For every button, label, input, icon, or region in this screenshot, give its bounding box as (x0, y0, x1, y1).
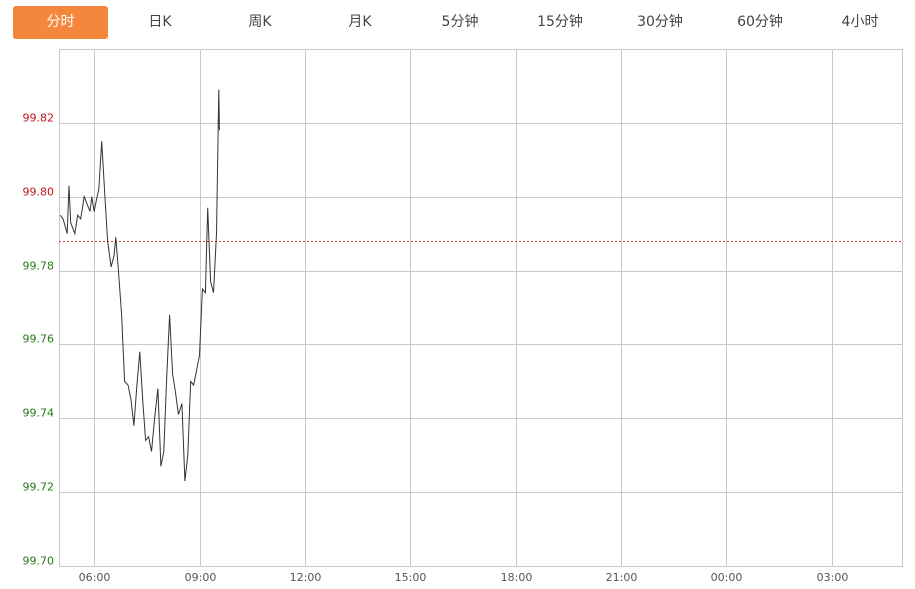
tab-60min[interactable]: 60分钟 (737, 14, 783, 30)
x-tick-label: 03:00 (817, 571, 849, 584)
y-tick-label: 99.80 (23, 186, 55, 199)
y-tick-label: 99.74 (23, 407, 55, 420)
x-tick-label: 21:00 (606, 571, 638, 584)
x-tick-label: 09:00 (185, 571, 217, 584)
tab-5min[interactable]: 5分钟 (441, 14, 479, 30)
y-tick-label: 99.70 (23, 555, 55, 568)
tab-daily-k[interactable]: 日K (148, 14, 172, 30)
x-tick-label: 15:00 (395, 571, 427, 584)
tab-4hour[interactable]: 4小时 (841, 14, 879, 30)
y-tick-label: 99.82 (23, 112, 55, 125)
y-tick-label: 99.76 (23, 333, 55, 346)
y-tick-label: 99.78 (23, 260, 55, 273)
plot-border (59, 49, 903, 567)
tab-15min[interactable]: 15分钟 (537, 14, 583, 30)
x-tick-label: 18:00 (501, 571, 533, 584)
tab-30min[interactable]: 30分钟 (637, 14, 683, 30)
x-tick-label: 06:00 (79, 571, 111, 584)
tab-weekly-k[interactable]: 周K (248, 14, 272, 30)
period-tabs: 分时 日K 周K 月K 5分钟 15分钟 30分钟 60分钟 4小时 (10, 6, 910, 39)
tab-intraday[interactable]: 分时 (13, 6, 108, 39)
x-tick-label: 00:00 (711, 571, 743, 584)
price-line (59, 89, 220, 482)
y-tick-label: 99.72 (23, 481, 55, 494)
tab-monthly-k[interactable]: 月K (348, 14, 372, 30)
x-tick-label: 12:00 (290, 571, 322, 584)
